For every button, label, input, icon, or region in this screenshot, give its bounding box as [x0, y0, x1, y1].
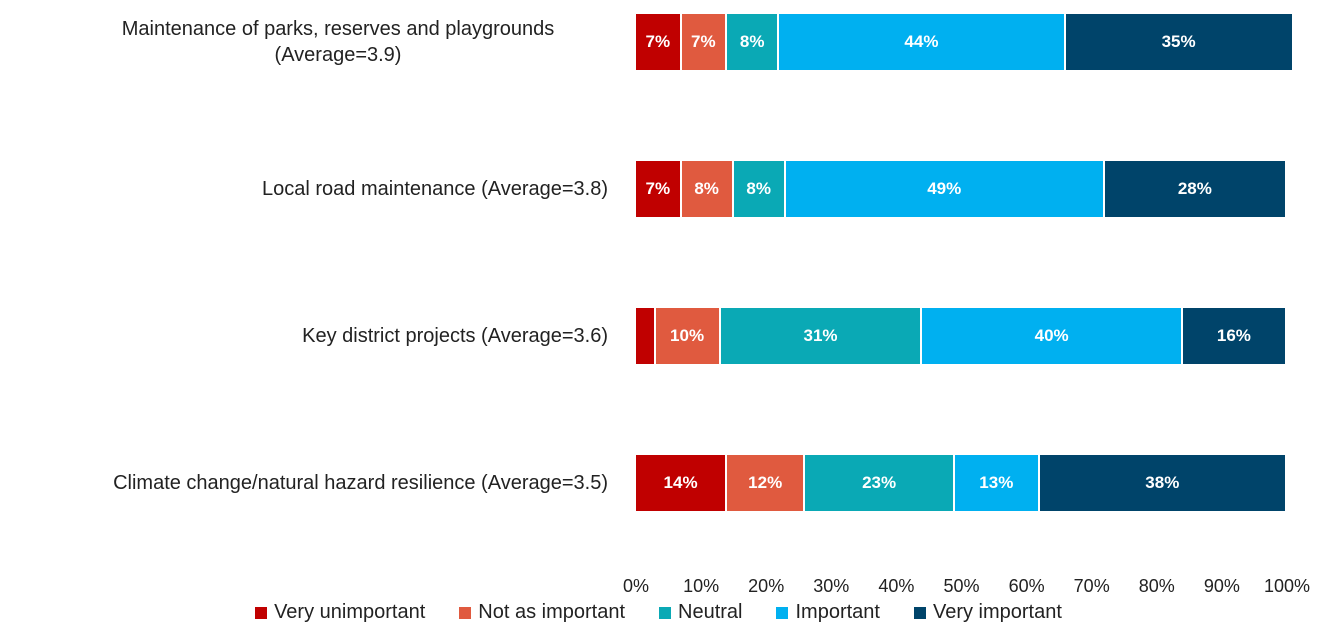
data-label: 13% [979, 473, 1014, 492]
legend-label: Very important [932, 601, 1062, 623]
category-label: Local road maintenance (Average=3.8) [262, 178, 608, 200]
bar-segment: 35% [1065, 14, 1294, 70]
data-label: 16% [1216, 326, 1251, 345]
bar-segment: 14% [636, 455, 728, 511]
bar-segment: 12% [727, 455, 806, 511]
data-label: 49% [927, 179, 962, 198]
legend-swatch [659, 606, 671, 619]
legend-swatch [459, 606, 472, 619]
legend-swatch [913, 606, 926, 619]
data-label: 23% [862, 473, 897, 492]
data-label: 7% [691, 32, 716, 51]
bar-segment: 49% [785, 161, 1105, 217]
x-tick-label: 80% [1138, 576, 1175, 596]
bar-segment: 8% [727, 14, 780, 70]
legend-label: Not as important [478, 601, 625, 623]
data-label: 14% [663, 473, 698, 492]
bar-segment: 10% [655, 308, 721, 364]
x-tick-label: 30% [813, 576, 850, 596]
legend-swatch [776, 606, 789, 619]
bar-segment: 16% [1182, 308, 1287, 364]
x-tick-label: 70% [1073, 576, 1110, 596]
data-label: 10% [670, 326, 705, 345]
x-tick-label: 50% [943, 576, 980, 596]
x-tick-label: 90% [1203, 576, 1240, 596]
legend-label: Neutral [678, 601, 743, 623]
data-label: 44% [904, 32, 939, 51]
bar-segment: 7% [636, 14, 682, 70]
bar-segment: 8% [733, 161, 786, 217]
category-label: Maintenance of parks, reserves and playg… [121, 18, 555, 66]
legend-label: Very unimportant [274, 601, 426, 623]
x-tick-label: 40% [878, 576, 915, 596]
legend-item: Very unimportant [255, 601, 425, 624]
data-label: 31% [803, 326, 838, 345]
data-label: 12% [748, 473, 783, 492]
legend-item: Very important [913, 601, 1062, 624]
x-tick-label: 60% [1008, 576, 1045, 596]
x-tick-label: 100% [1263, 576, 1311, 596]
data-label: 38% [1145, 473, 1180, 492]
bar-segment: 38% [1039, 455, 1287, 511]
legend-label: Important [795, 601, 880, 623]
bar-segment: 44% [779, 14, 1066, 70]
data-label: 40% [1034, 326, 1069, 345]
bar-segment: 8% [681, 161, 734, 217]
data-label: 28% [1177, 179, 1212, 198]
bar-segment: 28% [1104, 161, 1287, 217]
legend-item: Neutral [659, 601, 742, 624]
bar-segment: 13% [954, 455, 1040, 511]
bar-segment: 7% [636, 161, 682, 217]
bar-segment: 40% [922, 308, 1183, 364]
x-tick-label: 0% [622, 576, 650, 596]
bar-segment: 23% [805, 455, 955, 511]
legend: Very unimportant Not as important Neutral I… [0, 601, 1317, 624]
legend-item: Not as important [459, 601, 625, 624]
bar-segment: 31% [720, 308, 923, 364]
category-label: Key district projects (Average=3.6) [302, 325, 608, 347]
data-label: 8% [739, 32, 765, 51]
x-tick-label: 20% [748, 576, 785, 596]
bar-segment [636, 308, 656, 364]
bar-segment: 7% [681, 14, 728, 70]
legend-swatch [255, 606, 268, 619]
data-label: 7% [645, 32, 671, 51]
data-label: 35% [1161, 32, 1196, 51]
data-label: 7% [645, 179, 671, 198]
x-tick-label: 10% [683, 576, 720, 596]
data-label: 8% [746, 179, 771, 198]
data-label: 8% [694, 179, 719, 198]
category-label: Climate change/natural hazard resilience… [113, 472, 608, 494]
legend-item: Important [776, 601, 880, 624]
